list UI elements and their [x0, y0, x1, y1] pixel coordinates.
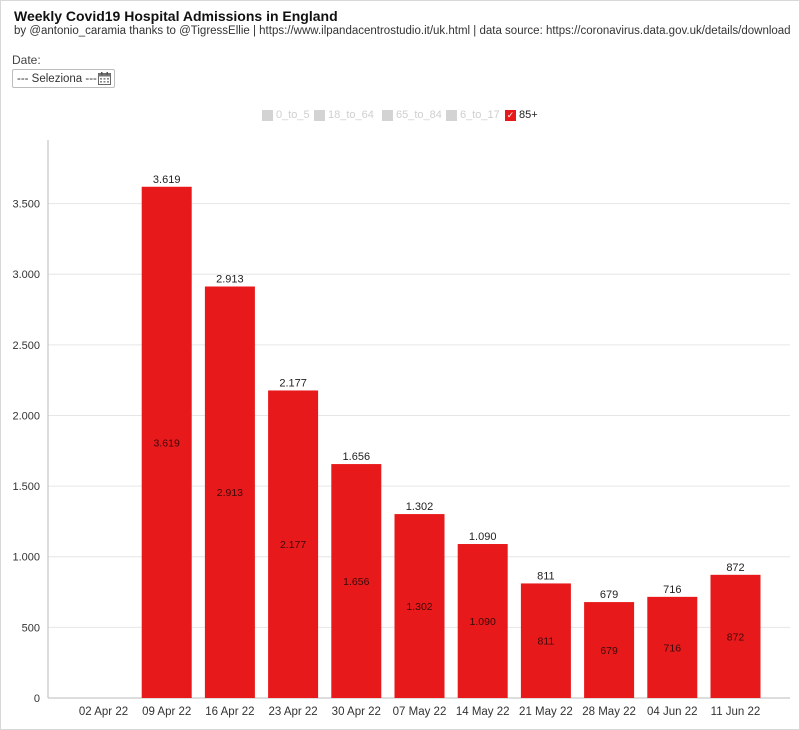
legend-swatch [382, 109, 393, 121]
bar-inner-value-label: 1.656 [343, 576, 369, 588]
legend-item-0-to-5[interactable]: 0_to_5 [262, 109, 310, 121]
y-tick-label: 0 [34, 693, 40, 705]
bar-value-label: 2.913 [216, 273, 244, 285]
x-tick-label: 30 Apr 22 [332, 706, 381, 718]
bar-value-label: 679 [600, 589, 618, 601]
bar [710, 574, 761, 698]
bar [141, 186, 192, 699]
calendar-icon[interactable] [98, 72, 111, 85]
legend-item-6-to-17[interactable]: 6_to_17 [446, 109, 500, 121]
legend-label: 0_to_5 [276, 109, 310, 121]
x-tick-label: 16 Apr 22 [205, 706, 254, 718]
bar-value-label: 872 [726, 562, 744, 574]
legend-label: 65_to_84 [396, 109, 442, 121]
x-tick-label: 28 May 22 [582, 706, 636, 718]
x-tick-label: 09 Apr 22 [142, 706, 191, 718]
y-tick-label: 3.500 [12, 199, 40, 211]
y-tick-label: 1.500 [12, 481, 40, 493]
y-tick-label: 500 [22, 622, 40, 634]
bar [204, 286, 255, 698]
date-picker[interactable]: --- Seleziona --- [12, 69, 115, 88]
date-picker-value: --- Seleziona --- [17, 72, 97, 85]
legend-swatch [314, 109, 325, 121]
legend-swatch [446, 109, 457, 121]
x-tick-label: 04 Jun 22 [647, 706, 698, 718]
x-tick-label: 23 Apr 22 [268, 706, 317, 718]
date-label: Date: [12, 53, 41, 67]
x-tick-label: 02 Apr 22 [79, 706, 128, 718]
legend-label: 85+ [519, 109, 538, 121]
x-tick-label: 07 May 22 [393, 706, 447, 718]
bar [394, 514, 445, 698]
legend-item-18-to-64[interactable]: 18_to_64 [314, 109, 374, 121]
bar-inner-value-label: 811 [538, 636, 555, 648]
chart-title: Weekly Covid19 Hospital Admissions in En… [14, 8, 338, 24]
bar-inner-value-label: 1.302 [406, 601, 432, 613]
legend-swatch [262, 109, 273, 121]
chart-legend: 0_to_5 18_to_64 65_to_84 6_to_17 ✓ 85+ [0, 109, 800, 125]
y-tick-label: 2.500 [12, 340, 40, 352]
bar [647, 596, 698, 698]
bar-value-label: 1.302 [406, 501, 434, 513]
bar-inner-value-label: 2.177 [280, 539, 306, 551]
x-tick-label: 21 May 22 [519, 706, 573, 718]
x-tick-label: 11 Jun 22 [711, 706, 761, 718]
bar-value-label: 716 [663, 584, 681, 596]
bar [268, 390, 319, 698]
bar-inner-value-label: 679 [600, 645, 618, 657]
y-tick-label: 2.000 [12, 410, 40, 422]
bar-inner-value-label: 1.090 [470, 616, 496, 628]
legend-label: 18_to_64 [328, 109, 374, 121]
bar [457, 544, 508, 698]
bar [331, 464, 382, 698]
bar-inner-value-label: 716 [664, 642, 682, 654]
legend-label: 6_to_17 [460, 109, 500, 121]
bar-inner-value-label: 3.619 [154, 437, 180, 449]
bar-value-label: 2.177 [279, 377, 307, 389]
bar-value-label: 3.619 [153, 174, 181, 186]
bar-value-label: 811 [537, 570, 555, 582]
bar-value-label: 1.656 [343, 451, 371, 463]
chart-subtitle: by @antonio_caramia thanks to @TigressEl… [14, 25, 791, 37]
bar-inner-value-label: 872 [727, 631, 745, 643]
legend-item-65-to-84[interactable]: 65_to_84 [382, 109, 442, 121]
checkbox-checked-icon: ✓ [505, 109, 516, 121]
bar-inner-value-label: 2.913 [217, 487, 243, 499]
bar-value-label: 1.090 [469, 531, 497, 543]
x-tick-label: 14 May 22 [456, 706, 510, 718]
y-tick-label: 1.000 [12, 552, 40, 564]
bar [520, 583, 571, 698]
legend-item-85-plus[interactable]: ✓ 85+ [505, 109, 538, 121]
bar [584, 602, 635, 698]
y-tick-label: 3.000 [12, 269, 40, 281]
